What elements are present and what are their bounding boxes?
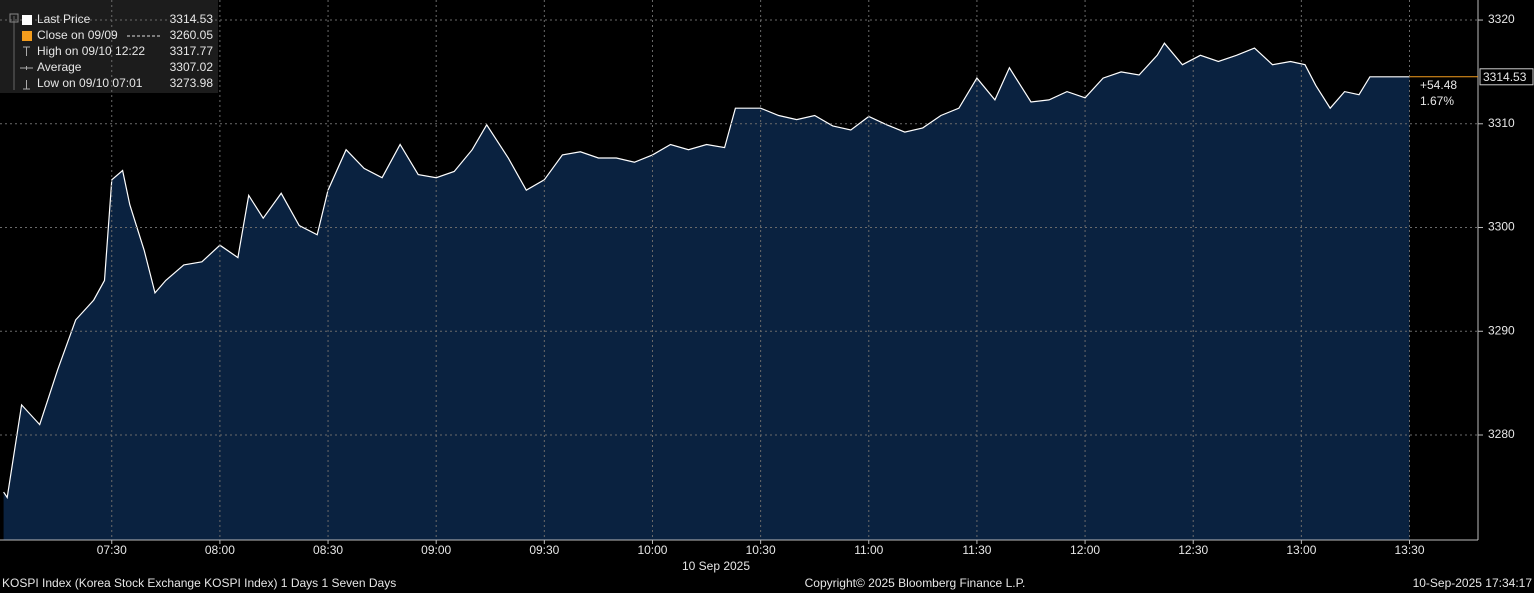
legend-value: 3317.77 bbox=[170, 44, 214, 58]
x-tick-label: 09:00 bbox=[421, 543, 451, 557]
y-tick-label: 3320 bbox=[1488, 12, 1515, 26]
change-label: +54.48 bbox=[1420, 78, 1457, 92]
legend-value: 3307.02 bbox=[170, 60, 214, 74]
x-tick-label: 07:30 bbox=[97, 543, 127, 557]
legend-name: Close on 09/09 bbox=[37, 28, 118, 42]
legend-collapse bbox=[9, 13, 19, 23]
x-tick-label: 10:30 bbox=[746, 543, 776, 557]
copyright: Copyright© 2025 Bloomberg Finance L.P. bbox=[805, 576, 1026, 590]
x-tick-label: 09:30 bbox=[529, 543, 559, 557]
last-price-tag-label: 3314.53 bbox=[1483, 70, 1527, 84]
legend-icon bbox=[23, 46, 30, 56]
last-price-tag bbox=[1479, 68, 1534, 86]
x-tick-label: 13:00 bbox=[1286, 543, 1316, 557]
plot-area bbox=[3, 42, 1410, 540]
legend-box bbox=[0, 0, 218, 93]
legend-icon bbox=[23, 80, 30, 90]
legend-name: Low on 09/10 07:01 bbox=[37, 76, 143, 90]
legend-value: 3314.53 bbox=[170, 12, 214, 26]
x-tick-label: 12:00 bbox=[1070, 543, 1100, 557]
legend-icon bbox=[20, 66, 33, 70]
legend-name: Average bbox=[37, 60, 82, 74]
legend-value: 3273.98 bbox=[170, 76, 214, 90]
x-tick-label: 10:00 bbox=[637, 543, 667, 557]
date-label: 10 Sep 2025 bbox=[682, 559, 750, 573]
y-tick-label: 3300 bbox=[1488, 220, 1515, 234]
legend-swatch bbox=[22, 15, 32, 25]
timestamp: 10-Sep-2025 17:34:17 bbox=[1413, 576, 1533, 590]
legend-value: 3260.05 bbox=[170, 28, 214, 42]
price-line bbox=[3, 42, 1410, 500]
chart-title: KOSPI Index (Korea Stock Exchange KOSPI … bbox=[2, 576, 396, 590]
legend-name: Last Price bbox=[37, 12, 91, 26]
change-pct-label: 1.67% bbox=[1420, 94, 1454, 108]
y-tick-label: 3280 bbox=[1488, 427, 1515, 441]
legend-name: High on 09/10 12:22 bbox=[37, 44, 145, 58]
y-tick-label: 3290 bbox=[1488, 323, 1515, 337]
y-tick-label: 3310 bbox=[1488, 116, 1515, 130]
x-tick-label: 11:00 bbox=[854, 543, 883, 557]
area-fill bbox=[3, 43, 1410, 540]
x-tick-label: 11:30 bbox=[962, 543, 991, 557]
x-tick-label: 08:00 bbox=[205, 543, 235, 557]
x-tick-label: 08:30 bbox=[313, 543, 343, 557]
x-tick-label: 13:30 bbox=[1394, 543, 1424, 557]
legend-swatch bbox=[22, 31, 32, 41]
x-tick-label: 12:30 bbox=[1178, 543, 1208, 557]
